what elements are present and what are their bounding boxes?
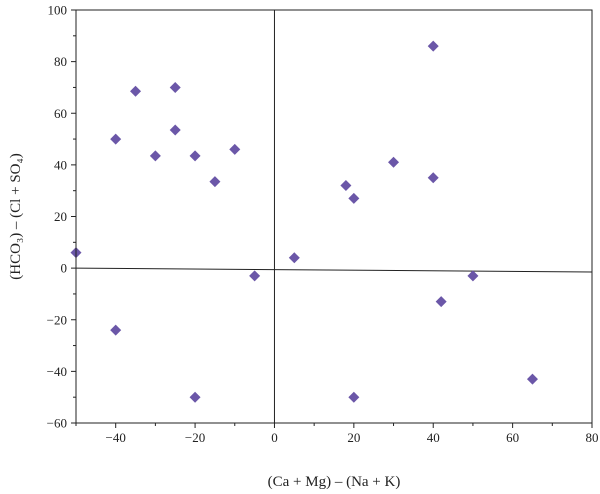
y-tick-label: 100 — [48, 3, 68, 18]
x-tick-label: 40 — [427, 430, 440, 445]
data-point — [427, 40, 439, 52]
data-points — [70, 40, 538, 403]
data-point — [288, 252, 300, 264]
x-axis-ticks: −40 −20 0 20 40 60 80 — [75, 423, 599, 445]
y-tick-label: 20 — [54, 209, 67, 224]
data-point — [189, 391, 201, 403]
data-point — [427, 172, 439, 184]
plot-frame — [75, 9, 593, 424]
x-tick-label: −20 — [185, 430, 205, 445]
x-tick-label: 60 — [506, 430, 519, 445]
y-tick-label: −60 — [47, 416, 67, 431]
y-tick-label: 80 — [54, 54, 67, 69]
x-axis-title: (Ca + Mg) – (Na + K) — [268, 474, 401, 490]
data-point — [169, 124, 181, 136]
data-point — [130, 85, 142, 97]
y-tick-label: 60 — [54, 106, 67, 121]
data-point — [526, 373, 538, 385]
data-point — [348, 192, 360, 204]
y-tick-label: −20 — [47, 312, 67, 327]
x-tick-label: 20 — [347, 430, 360, 445]
x-tick-label: 80 — [586, 430, 599, 445]
data-point — [189, 150, 201, 162]
data-point — [209, 176, 221, 188]
data-point — [467, 270, 479, 282]
data-point — [340, 180, 352, 192]
x-tick-label: −40 — [106, 430, 126, 445]
x-tick-label: 0 — [271, 430, 278, 445]
y-axis-ticks: −60 −40 −20 0 20 40 60 80 100 — [47, 3, 76, 431]
y-tick-label: 40 — [54, 157, 67, 172]
data-point — [249, 270, 261, 282]
data-point — [435, 296, 447, 308]
data-point — [169, 81, 181, 93]
data-point — [348, 391, 360, 403]
data-point — [388, 156, 400, 168]
reference-line-horizontal — [75, 267, 593, 273]
data-point — [229, 143, 241, 155]
reference-lines — [75, 10, 593, 423]
data-point — [149, 150, 161, 162]
data-point — [110, 133, 122, 145]
y-tick-label: 0 — [61, 261, 68, 276]
y-tick-label: −40 — [47, 364, 67, 379]
plot-border — [75, 9, 593, 424]
data-point — [110, 324, 122, 336]
y-axis-title: (HCO₃) – (Cl + SO₄) — [8, 153, 24, 279]
